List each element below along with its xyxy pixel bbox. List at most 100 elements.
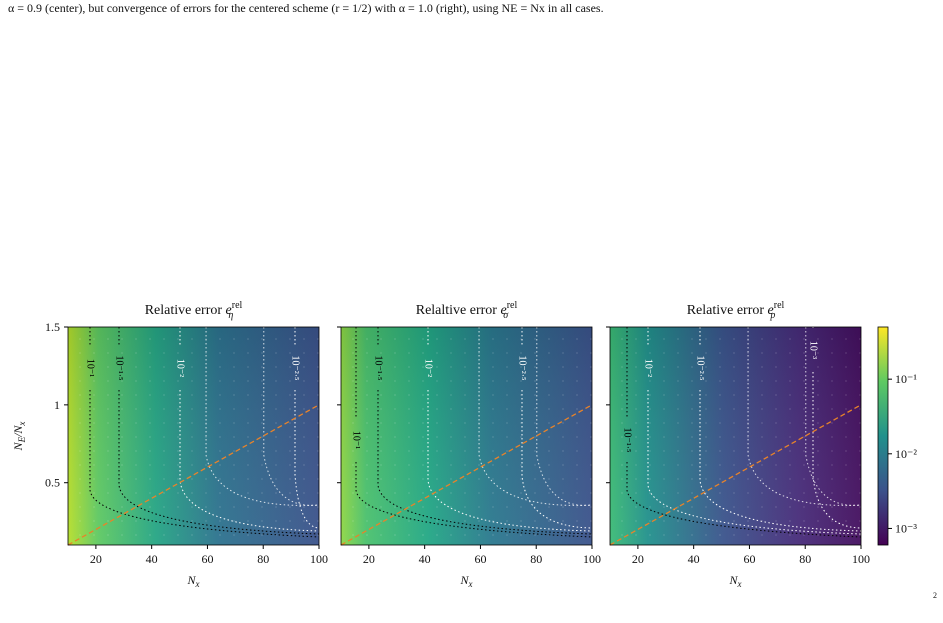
sample-dot — [705, 380, 707, 382]
sample-dot — [733, 394, 735, 396]
sample-dot — [191, 520, 193, 522]
sample-dot — [576, 492, 578, 494]
sample-dot — [408, 408, 410, 410]
contour-label: 10⁻² — [175, 359, 186, 377]
sample-dot — [520, 520, 522, 522]
sample-dot — [436, 464, 438, 466]
sample-dot — [663, 450, 665, 452]
sample-dot — [303, 464, 305, 466]
sample-dot — [534, 478, 536, 480]
sample-dot — [635, 464, 637, 466]
sample-dot — [422, 338, 424, 340]
sample-dot — [394, 478, 396, 480]
sample-dot — [576, 338, 578, 340]
sample-dot — [520, 436, 522, 438]
sample-dot — [177, 534, 179, 536]
sample-dot — [663, 352, 665, 354]
sample-dot — [464, 366, 466, 368]
sample-dot — [478, 534, 480, 536]
sample-dot — [317, 338, 319, 340]
sample-dot — [562, 352, 564, 354]
sample-dot — [520, 492, 522, 494]
sample-dot — [261, 436, 263, 438]
sample-dot — [93, 520, 95, 522]
sample-dot — [492, 366, 494, 368]
sample-dot — [247, 422, 249, 424]
title-text: Relaltive error — [416, 303, 501, 318]
sample-dot — [548, 352, 550, 354]
sample-dot — [247, 534, 249, 536]
sample-dot — [163, 380, 165, 382]
sample-dot — [590, 534, 592, 536]
sample-dot — [450, 380, 452, 382]
sample-dot — [845, 380, 847, 382]
sample-dot — [691, 450, 693, 452]
sample-dot — [149, 422, 151, 424]
sample-dot — [303, 506, 305, 508]
sample-dot — [233, 436, 235, 438]
sample-dot — [803, 450, 805, 452]
sample-dot — [649, 394, 651, 396]
sample-dot — [163, 450, 165, 452]
sample-dot — [275, 422, 277, 424]
sample-dot — [663, 366, 665, 368]
sample-dot — [247, 408, 249, 410]
y-label-rest-sub: x — [17, 422, 27, 427]
sample-dot — [366, 450, 368, 452]
sample-dot — [450, 394, 452, 396]
sample-dot — [275, 366, 277, 368]
page-number: 2 — [933, 591, 937, 600]
sample-dot — [135, 422, 137, 424]
sample-dot — [649, 352, 651, 354]
sample-dot — [789, 492, 791, 494]
sample-dot — [492, 464, 494, 466]
sample-dot — [394, 338, 396, 340]
sample-dot — [107, 436, 109, 438]
sample-dot — [761, 352, 763, 354]
sample-dot — [247, 366, 249, 368]
sample-dot — [121, 352, 123, 354]
sample-dot — [107, 352, 109, 354]
x-tick-label: 20 — [363, 552, 375, 566]
sample-dot — [733, 450, 735, 452]
sample-dot — [831, 478, 833, 480]
sample-dot — [534, 492, 536, 494]
sample-dot — [492, 450, 494, 452]
sample-dot — [233, 520, 235, 522]
sample-dot — [422, 352, 424, 354]
sample-dot — [562, 394, 564, 396]
contour-line — [179, 327, 320, 532]
sample-dot — [79, 338, 81, 340]
sample-dot — [492, 352, 494, 354]
sample-dot — [177, 394, 179, 396]
sample-dot — [352, 450, 354, 452]
sample-dot — [464, 478, 466, 480]
sample-dot — [233, 506, 235, 508]
plot-frame — [340, 326, 593, 546]
sample-dot — [691, 520, 693, 522]
sample-dot — [303, 380, 305, 382]
sample-dot — [817, 520, 819, 522]
sample-dot — [247, 520, 249, 522]
sample-dot — [831, 520, 833, 522]
sample-dot — [177, 352, 179, 354]
title-sup: rel — [774, 300, 785, 311]
sample-dot — [803, 436, 805, 438]
sample-dot — [831, 464, 833, 466]
sample-dot — [705, 408, 707, 410]
sample-dot — [621, 534, 623, 536]
sample-dot — [576, 408, 578, 410]
sample-dot — [492, 534, 494, 536]
sample-dot — [289, 366, 291, 368]
sample-dot — [436, 506, 438, 508]
sample-dot — [289, 352, 291, 354]
sample-dot — [492, 436, 494, 438]
sample-dot — [590, 520, 592, 522]
sample-dot — [191, 394, 193, 396]
sample-dot — [677, 422, 679, 424]
sample-dot — [121, 366, 123, 368]
x-tick-label: 20 — [90, 552, 102, 566]
sample-dot — [576, 520, 578, 522]
sample-dot — [261, 422, 263, 424]
sample-dot — [191, 436, 193, 438]
